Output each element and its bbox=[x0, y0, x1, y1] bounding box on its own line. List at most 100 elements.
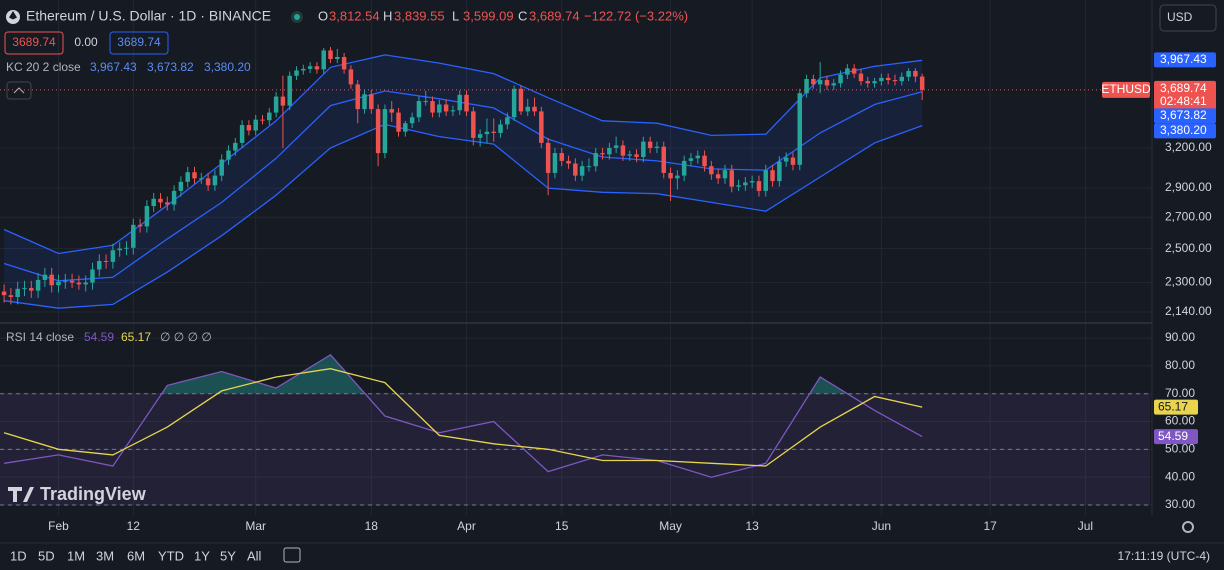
x-tick-label: 15 bbox=[555, 519, 569, 533]
rsi-tick-label: 50.00 bbox=[1165, 442, 1195, 456]
candle-body bbox=[797, 93, 803, 165]
y-tick-label: 2,700.00 bbox=[1165, 209, 1212, 223]
candle-body bbox=[144, 206, 150, 227]
ohlc-value: 3,599.09 bbox=[463, 8, 514, 23]
candle-body bbox=[29, 287, 34, 291]
symbol-title: Ethereum / U.S. Dollar · 1D · BINANCE bbox=[26, 8, 271, 24]
candle-body bbox=[613, 145, 619, 148]
candle-body bbox=[335, 56, 340, 60]
candle-body bbox=[63, 280, 68, 282]
candle-body bbox=[702, 155, 707, 167]
candle-body bbox=[348, 69, 354, 85]
sell-price[interactable]: 3689.74 bbox=[12, 35, 56, 49]
rsi-line bbox=[4, 353, 923, 478]
candle-body bbox=[593, 153, 598, 167]
range-button[interactable]: 5Y bbox=[220, 548, 236, 563]
settings-icon[interactable] bbox=[1182, 521, 1194, 533]
candle-body bbox=[355, 84, 360, 110]
candle-body bbox=[498, 124, 503, 133]
candle-body bbox=[178, 181, 184, 191]
candle-body bbox=[641, 141, 646, 157]
rsi-tag-label: 54.59 bbox=[1158, 429, 1188, 443]
candle-body bbox=[49, 274, 54, 286]
candle-body bbox=[301, 68, 306, 71]
candle-body bbox=[151, 198, 156, 207]
candle-body bbox=[851, 68, 857, 74]
candle-body bbox=[219, 159, 224, 176]
candle-body bbox=[8, 295, 14, 298]
channel-line bbox=[3, 54, 923, 255]
candle-body bbox=[749, 181, 755, 183]
candle-body bbox=[443, 104, 449, 112]
candle-body bbox=[369, 94, 374, 110]
candle-body bbox=[627, 154, 632, 156]
candle-body bbox=[566, 160, 571, 164]
candle-body bbox=[715, 174, 721, 179]
candle-body bbox=[110, 250, 116, 262]
candle-body bbox=[185, 172, 190, 182]
candle-body bbox=[457, 94, 462, 111]
candle-body bbox=[416, 101, 422, 118]
x-tick-label: 13 bbox=[745, 519, 759, 533]
candle-body bbox=[675, 175, 680, 179]
range-button[interactable]: 6M bbox=[127, 548, 145, 563]
candle-body bbox=[464, 94, 469, 112]
range-button[interactable]: 1D bbox=[10, 548, 27, 563]
candle-body bbox=[471, 111, 476, 138]
collapse-button[interactable] bbox=[6, 81, 32, 100]
candle-body bbox=[280, 96, 286, 106]
currency-box[interactable] bbox=[1159, 4, 1217, 32]
range-button[interactable]: 1M bbox=[67, 548, 85, 563]
candle-body bbox=[328, 50, 333, 60]
sell-box[interactable] bbox=[4, 31, 64, 55]
last-price-label: 3,689.74 bbox=[1160, 81, 1207, 95]
channel-tag-label: 3,380.20 bbox=[1160, 123, 1207, 137]
candle-body bbox=[233, 142, 238, 151]
range-button[interactable]: All bbox=[247, 548, 262, 563]
range-button[interactable]: YTD bbox=[158, 548, 184, 563]
ohlc-value: 3,839.55 bbox=[394, 8, 445, 23]
last-price-tag bbox=[1154, 80, 1216, 110]
range-button[interactable]: 3M bbox=[96, 548, 114, 563]
ohlc-key: O bbox=[318, 8, 328, 23]
candle-body bbox=[790, 157, 796, 165]
x-tick-label: 18 bbox=[365, 519, 379, 533]
logo-mark bbox=[8, 487, 34, 502]
candle-body bbox=[817, 80, 823, 85]
ohlc-value: 3,812.54 bbox=[329, 8, 380, 23]
candle-body bbox=[83, 282, 88, 285]
candle-body bbox=[239, 125, 245, 143]
rsi-tag bbox=[1154, 399, 1198, 415]
candle-body bbox=[845, 68, 850, 75]
candle-body bbox=[389, 109, 394, 113]
candle-body bbox=[90, 269, 95, 283]
candle-body bbox=[15, 288, 20, 298]
ohlc-key: L bbox=[452, 8, 459, 23]
candle-body bbox=[518, 88, 524, 112]
candle-body bbox=[600, 153, 605, 155]
candle-body bbox=[56, 281, 61, 286]
buy-price[interactable]: 3689.74 bbox=[117, 35, 161, 49]
candle-body bbox=[35, 279, 41, 291]
candle-body bbox=[722, 170, 728, 179]
channel-tag bbox=[1154, 123, 1216, 139]
range-button[interactable]: 5D bbox=[38, 548, 55, 563]
candle-body bbox=[586, 166, 592, 168]
rsi-legend: RSI 14 close bbox=[6, 330, 74, 344]
candle-body bbox=[511, 88, 517, 118]
candle-body bbox=[777, 161, 782, 182]
candle-body bbox=[409, 117, 415, 124]
candle-body bbox=[97, 261, 102, 270]
currency[interactable]: USD bbox=[1167, 10, 1193, 24]
candle-body bbox=[763, 170, 769, 191]
date-range-icon[interactable] bbox=[283, 547, 301, 563]
buy-box[interactable] bbox=[109, 31, 169, 55]
ohlc-value: 3,689.74 bbox=[529, 8, 580, 23]
rsi-tick-label: 60.00 bbox=[1165, 414, 1195, 428]
x-tick-label: Mar bbox=[245, 519, 266, 533]
brand: TradingView bbox=[40, 484, 147, 504]
candle-body bbox=[892, 80, 898, 82]
y-tick-label: 2,140.00 bbox=[1165, 304, 1212, 318]
range-button[interactable]: 1Y bbox=[194, 548, 210, 563]
candle-body bbox=[634, 154, 639, 157]
